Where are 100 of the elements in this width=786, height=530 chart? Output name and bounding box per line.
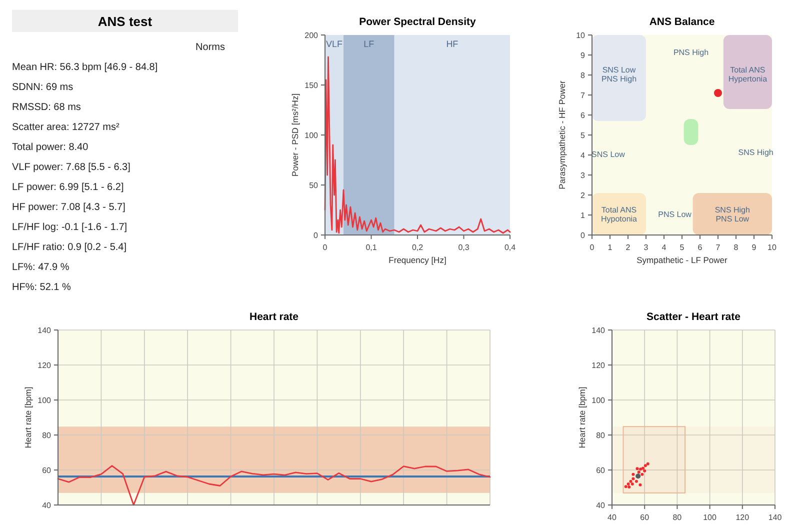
chart-title: Scatter - Heart rate — [646, 311, 741, 323]
y-tick-label: 150 — [304, 81, 319, 90]
x-tick-label: 5 — [680, 243, 685, 252]
annotation: SNS Low — [592, 150, 626, 160]
y-tick-label: 100 — [592, 396, 606, 405]
text: VLF power: 7.68 [5.5 - 6.3] — [12, 162, 131, 173]
y-tick-label: 60 — [596, 466, 606, 475]
y-axis-title: Parasympathetic - HF Power — [557, 80, 567, 190]
text: LF power: 6.99 [5.1 - 6.2] — [12, 182, 124, 193]
point — [643, 469, 646, 472]
annotation: PNS High — [673, 48, 709, 58]
y-tick-label: 140 — [38, 326, 52, 335]
x-tick-label: 0,4 — [504, 243, 516, 252]
y-tick-label: 10 — [576, 31, 586, 40]
text: LF/HF log: -0.1 [-1.6 - 1.7] — [12, 222, 128, 233]
band-label: VLF — [326, 39, 343, 49]
text: HF%: 52.1 % — [12, 282, 72, 293]
x-tick-label: 2 — [626, 243, 631, 252]
x-tick-label: 6 — [698, 243, 703, 252]
point — [626, 482, 630, 486]
y-tick-label: 140 — [592, 326, 606, 335]
x-tick-label: 60 — [640, 513, 650, 522]
x-tick-label: 3 — [644, 243, 649, 252]
text: RMSSD: 68 ms — [12, 102, 81, 113]
x-tick-label: 40 — [608, 513, 617, 522]
point — [634, 480, 638, 483]
text: LF%: 47.9 % — [12, 262, 70, 273]
text: LF/HF ratio: 0.9 [0.2 - 5.4] — [12, 242, 127, 253]
y-tick-label: 0 — [580, 231, 586, 240]
chart-title: Heart rate — [249, 311, 299, 323]
y-tick-label: 80 — [596, 431, 606, 440]
x-tick-label: 100 — [703, 513, 718, 522]
point — [629, 480, 632, 483]
point — [646, 462, 650, 466]
band-label: LF — [364, 39, 375, 49]
y-tick-label: 120 — [592, 361, 606, 370]
point — [644, 464, 647, 468]
y-axis-title: Heart rate [bpm] — [23, 386, 33, 448]
x-tick-label: 10 — [768, 243, 777, 252]
point — [637, 470, 640, 474]
x-tick-label: 1 — [608, 243, 613, 252]
x-tick-label: 80 — [672, 513, 682, 522]
band-label: HF — [446, 39, 459, 49]
y-tick-label: 80 — [42, 431, 52, 440]
x-tick-label: 0,2 — [412, 243, 424, 252]
x-tick-label: 4 — [662, 243, 667, 252]
y-tick-label: 100 — [304, 131, 319, 140]
text: SDNN: 69 ms — [12, 82, 74, 93]
point — [630, 482, 634, 486]
x-tick-label: 0,3 — [458, 243, 470, 252]
x-tick-label: 0 — [322, 243, 328, 252]
y-tick-label: 0 — [314, 231, 319, 240]
chart-title: ANS Balance — [649, 16, 715, 28]
point — [632, 472, 635, 476]
annotation: SNS High — [738, 148, 774, 158]
point — [638, 483, 642, 486]
x-tick-label: 120 — [736, 513, 750, 522]
point — [624, 485, 628, 488]
point — [639, 468, 642, 471]
x-tick-label: 8 — [734, 243, 739, 252]
x-axis-title: Sympathetic - LF Power — [636, 255, 728, 265]
y-tick-label: 60 — [42, 466, 52, 475]
y-tick-label: 4 — [580, 151, 586, 160]
point — [628, 485, 631, 488]
x-tick-label: 0,1 — [366, 243, 378, 252]
y-tick-label: 120 — [38, 361, 52, 370]
chart-title: Power Spectral Density — [359, 16, 476, 28]
y-tick-label: 40 — [42, 501, 52, 510]
text: ANS test — [98, 14, 153, 29]
y-tick-label: 3 — [580, 171, 586, 180]
text: Mean HR: 56.3 bpm [46.9 - 84.8] — [12, 62, 158, 73]
y-tick-label: 8 — [580, 71, 586, 80]
annotation: SNS High PNS Low — [714, 206, 750, 224]
text: Scatter area: 12727 ms² — [12, 122, 120, 133]
y-tick-label: 5 — [580, 131, 586, 140]
annotation: PNS Low — [658, 210, 692, 220]
y-tick-label: 1 — [580, 211, 586, 220]
point — [632, 477, 635, 480]
text: HF power: 7.08 [4.3 - 5.7] — [12, 202, 126, 213]
x-tick-label: 140 — [768, 513, 782, 522]
x-tick-label: 9 — [752, 243, 757, 252]
text: Norms — [196, 42, 225, 53]
point — [641, 466, 644, 470]
annotation: Total ANS Hypotonia — [600, 206, 638, 224]
annotation: SNS Low PNS High — [601, 66, 637, 84]
point — [640, 472, 644, 476]
y-tick-label: 7 — [580, 91, 586, 100]
y-tick-label: 6 — [580, 111, 586, 120]
y-tick-label: 9 — [580, 51, 586, 60]
y-axis-title: Power - PSD [ms²/Hz] — [290, 93, 300, 177]
point — [636, 467, 639, 470]
y-tick-label: 50 — [309, 181, 319, 190]
y-tick-label: 40 — [596, 501, 606, 510]
y-tick-label: 2 — [580, 191, 586, 200]
y-tick-label: 100 — [38, 396, 52, 405]
x-axis-title: Frequency [Hz] — [388, 255, 446, 265]
annotation: Total ANS Hypertonia — [728, 66, 768, 84]
point — [636, 474, 641, 479]
x-tick-label: 7 — [716, 243, 721, 252]
y-tick-label: 200 — [304, 31, 319, 40]
